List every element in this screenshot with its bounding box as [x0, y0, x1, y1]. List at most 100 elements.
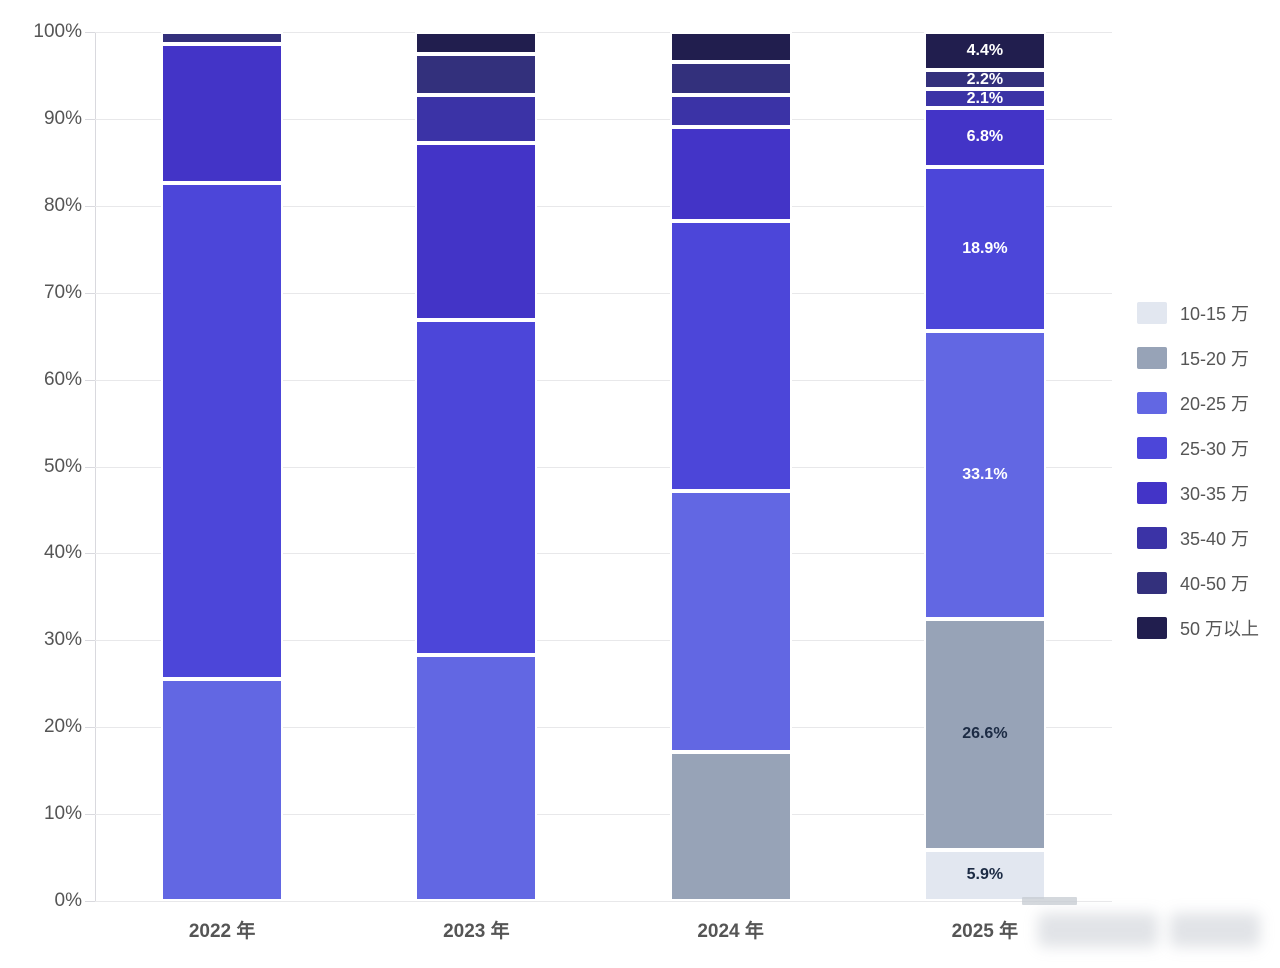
segment-30-35万[interactable]: 6.8% [923, 107, 1046, 167]
segment-value-label: 2.1% [966, 89, 1004, 107]
segment-35-40万[interactable] [669, 94, 792, 127]
y-tick-label: 60% [43, 368, 82, 390]
y-tick-label: 40% [43, 542, 82, 564]
legend-label: 25-30 万 [1180, 439, 1250, 459]
segment-40-50万[interactable]: 2.2% [923, 70, 1046, 90]
legend-swatch [1137, 302, 1167, 324]
segment-25-30万[interactable] [669, 220, 792, 491]
segment-25-30万[interactable] [161, 183, 284, 680]
x-tick-label: 2025 年 [951, 921, 1019, 942]
legend-swatch [1137, 347, 1167, 369]
bar-2024年 [669, 32, 792, 901]
y-tick [85, 727, 95, 729]
gridline-80 [95, 205, 1112, 207]
legend-label: 20-25 万 [1180, 394, 1250, 414]
segment-15-20万[interactable] [669, 751, 792, 901]
segment-40-50万[interactable] [161, 32, 284, 45]
gridline-20 [95, 727, 1112, 729]
y-tick-label: 80% [43, 194, 82, 216]
y-tick [85, 553, 95, 555]
segment-30-35万[interactable] [415, 143, 538, 320]
segment-40-50万[interactable] [669, 62, 792, 95]
gridline-100 [95, 32, 1112, 33]
legend-item-50万以上[interactable]: 50 万以上 [1137, 617, 1259, 639]
legend-item-40-50万[interactable]: 40-50 万 [1137, 572, 1259, 594]
legend-item-25-30万[interactable]: 25-30 万 [1137, 437, 1259, 459]
legend-label: 35-40 万 [1180, 529, 1250, 549]
segment-25-30万[interactable]: 18.9% [923, 166, 1046, 331]
legend-label: 40-50 万 [1180, 574, 1250, 594]
segment-50万以上[interactable]: 4.4% [923, 32, 1046, 71]
x-tick-label: 2023 年 [443, 921, 510, 942]
segment-50万以上[interactable] [415, 32, 538, 54]
bar-2023年 [415, 32, 538, 901]
y-tick [85, 466, 95, 468]
y-tick [85, 32, 95, 33]
segment-value-label: 18.9% [962, 239, 1008, 257]
y-tick-label: 30% [43, 629, 82, 651]
gridline-10 [95, 814, 1112, 816]
gridline-50 [95, 466, 1112, 468]
segment-40-50万[interactable] [415, 53, 538, 96]
y-tick [85, 205, 95, 207]
segment-30-35万[interactable] [669, 126, 792, 221]
segment-30-35万[interactable] [161, 44, 284, 184]
segment-25-30万[interactable] [415, 319, 538, 656]
bar-2022年 [161, 32, 284, 901]
segment-20-25万[interactable] [415, 655, 538, 901]
legend-swatch [1137, 572, 1167, 594]
y-tick [85, 379, 95, 381]
segment-10-15万[interactable]: 5.9% [923, 849, 1046, 901]
legend-swatch [1137, 437, 1167, 459]
segment-value-label: 2.2% [966, 70, 1004, 88]
legend-swatch [1137, 392, 1167, 414]
segment-35-40万[interactable] [415, 95, 538, 144]
gridline-60 [95, 379, 1112, 381]
legend-swatch [1137, 527, 1167, 549]
segment-20-25万[interactable] [161, 679, 284, 901]
y-tick [85, 640, 95, 642]
y-tick-label: 50% [43, 455, 82, 477]
bar-2025年: 5.9% 26.6% 33.1% 18.9% 6.8% 2.1% 2.2% 4.4% [923, 32, 1046, 901]
legend-item-20-25万[interactable]: 20-25 万 [1137, 392, 1259, 414]
gridline-70 [95, 292, 1112, 294]
segment-20-25万[interactable]: 33.1% [923, 330, 1046, 619]
y-tick-label: 100% [33, 21, 82, 42]
segment-15-20万[interactable]: 26.6% [923, 618, 1046, 850]
segment-value-label: 26.6% [962, 725, 1008, 743]
segment-value-label: 6.8% [966, 128, 1004, 146]
legend: 10-15 万 15-20 万 20-25 万 25-30 万 30-35 万 35-40… [1137, 302, 1259, 662]
legend-label: 50 万以上 [1180, 619, 1260, 639]
legend-label: 10-15 万 [1180, 304, 1250, 324]
y-tick-label: 70% [43, 281, 82, 303]
segment-20-25万[interactable] [669, 490, 792, 752]
x-tick-label: 2024 年 [697, 921, 764, 942]
legend-item-15-20万[interactable]: 15-20 万 [1137, 347, 1259, 369]
legend-item-30-35万[interactable]: 30-35 万 [1137, 482, 1259, 504]
gridline-0 [95, 901, 1112, 902]
segment-50万以上[interactable] [669, 32, 792, 63]
legend-swatch [1137, 482, 1167, 504]
legend-swatch [1137, 617, 1167, 639]
x-tick-label: 2022 年 [188, 921, 256, 942]
segment-35-40万[interactable]: 2.1% [923, 89, 1046, 108]
plot-area: 5.9% 26.6% 33.1% 18.9% 6.8% 2.1% 2.2% 4.4% [85, 32, 1112, 902]
y-tick [85, 292, 95, 294]
y-tick [85, 814, 95, 816]
legend-label: 30-35 万 [1180, 484, 1250, 504]
y-tick-label: 20% [43, 716, 82, 738]
y-tick [85, 901, 95, 902]
y-tick [85, 118, 95, 120]
y-tick-label: 10% [43, 803, 82, 825]
legend-label: 15-20 万 [1180, 349, 1250, 369]
segment-value-label: 4.4% [966, 42, 1004, 60]
gridline-40 [95, 553, 1112, 555]
legend-item-10-15万[interactable]: 10-15 万 [1137, 302, 1259, 324]
legend-item-35-40万[interactable]: 35-40 万 [1137, 527, 1259, 549]
watermark-blob [1170, 913, 1260, 947]
gridline-90 [95, 118, 1112, 120]
y-tick-label: 0% [54, 890, 82, 911]
gridline-30 [95, 640, 1112, 642]
segment-value-label: 33.1% [962, 465, 1008, 483]
